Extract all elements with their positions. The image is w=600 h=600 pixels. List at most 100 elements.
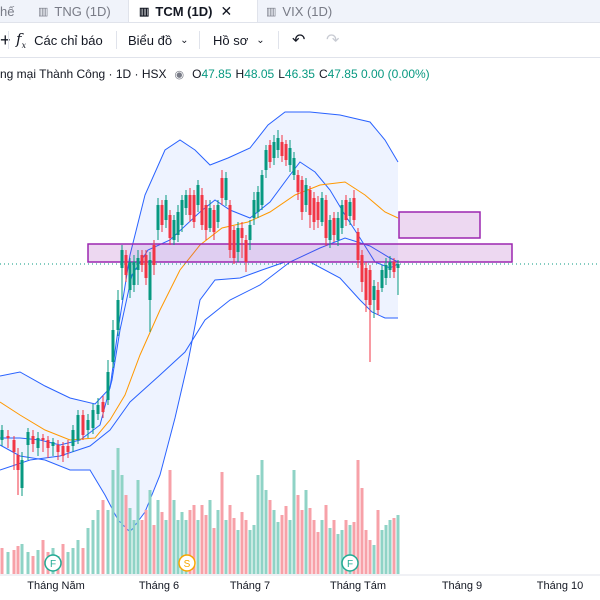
candle-body xyxy=(356,232,360,260)
candle-body xyxy=(81,415,85,435)
close-value: 47.85 0.00 (0.00%) xyxy=(327,67,430,81)
chart-type-label: Biểu đồ xyxy=(128,32,173,48)
time-axis-label: Tháng 6 xyxy=(138,580,180,592)
volume-bar xyxy=(220,472,224,574)
tab-tng[interactable]: ▥ TNG (1D) xyxy=(30,0,138,22)
indicators-label: Các chỉ báo xyxy=(34,32,103,48)
volume-bar xyxy=(20,544,24,574)
divider xyxy=(8,31,9,49)
redo-button[interactable]: ↷ xyxy=(326,23,339,57)
candle-body xyxy=(0,430,4,440)
volume-bar xyxy=(364,530,368,574)
candle-body xyxy=(244,240,248,262)
tab-partial[interactable]: hế xyxy=(0,0,22,22)
function-icon: fx xyxy=(16,30,27,50)
tab-label: VIX (1D) xyxy=(282,3,333,19)
volume-bar xyxy=(76,540,80,574)
candle-body xyxy=(91,410,95,428)
divider xyxy=(278,31,279,49)
volume-bar xyxy=(304,490,308,574)
bollinger-upper-line xyxy=(0,111,399,405)
candle-body xyxy=(320,198,324,222)
candle-body xyxy=(288,148,292,165)
tab-label: hế xyxy=(0,3,15,19)
candle-body xyxy=(328,220,332,240)
candle-body xyxy=(296,175,300,192)
candle-body xyxy=(128,262,132,290)
chart-type-button[interactable]: Biểu đồ ⌄ xyxy=(128,23,188,57)
volume-bar xyxy=(396,515,400,574)
tab-label: TCM (1D) xyxy=(155,3,213,19)
close-icon[interactable]: ✕ xyxy=(220,2,233,19)
volume-bar xyxy=(388,520,392,574)
volume-bar xyxy=(96,510,100,574)
top-toolbar: + fx Các chỉ báo Biểu đồ ⌄ Hồ sơ ⌄ ↶ ↷ xyxy=(0,23,600,58)
candle-body xyxy=(332,218,336,235)
volume-bar xyxy=(320,520,324,574)
volume-bar xyxy=(352,522,356,574)
undo-button[interactable]: ↶ xyxy=(292,23,305,57)
tab-vix[interactable]: ▥ VIX (1D) xyxy=(258,0,356,22)
divider xyxy=(116,31,117,49)
volume-bar xyxy=(91,520,95,574)
candle-body xyxy=(260,175,264,205)
volume-bar xyxy=(272,510,276,574)
candle-body xyxy=(236,228,240,252)
volume-bar xyxy=(232,518,236,574)
volume-bar xyxy=(61,544,65,574)
candle-body xyxy=(46,440,50,448)
event-marker-letter: S xyxy=(184,559,191,570)
candle-body xyxy=(376,290,380,310)
add-symbol-button[interactable]: + xyxy=(0,29,11,50)
candle-body xyxy=(396,264,400,268)
candle-body xyxy=(132,262,136,285)
tab-tcm[interactable]: ▥ TCM (1D) ✕ xyxy=(128,0,258,22)
candle-body xyxy=(168,215,172,238)
volume-bar xyxy=(132,520,136,574)
candle-body xyxy=(200,195,204,225)
time-axis-label: Tháng 7 xyxy=(229,580,271,592)
volume-bar xyxy=(156,500,160,574)
volume-bar xyxy=(212,528,216,574)
candle-body xyxy=(152,245,156,265)
candle-body xyxy=(216,205,220,222)
volume-bar xyxy=(101,500,105,574)
candle-body xyxy=(196,185,200,205)
event-marker-letter: F xyxy=(50,559,56,570)
candle-body xyxy=(228,205,232,250)
candle-body xyxy=(51,442,55,446)
candle-body xyxy=(66,446,70,452)
open-key: O xyxy=(192,67,202,81)
candle-body xyxy=(156,205,160,230)
volume-bar xyxy=(224,520,228,574)
volume-bar xyxy=(148,490,152,574)
volume-bar xyxy=(276,522,280,574)
volume-bar xyxy=(324,505,328,574)
candle-body xyxy=(280,142,284,156)
volume-bar xyxy=(81,548,85,574)
eye-icon[interactable]: ◉ xyxy=(174,68,185,81)
candle-body xyxy=(136,258,140,270)
indicators-button[interactable]: fx Các chỉ báo xyxy=(16,23,103,57)
candle-body xyxy=(208,208,212,228)
candle-body xyxy=(256,192,260,212)
candle-body xyxy=(300,180,304,212)
volume-bar xyxy=(392,518,396,574)
candle-body xyxy=(364,268,368,300)
volume-bar xyxy=(184,520,188,574)
volume-bar xyxy=(252,525,256,574)
volume-bar xyxy=(248,530,252,574)
candle-body xyxy=(71,430,75,446)
support-zone-rect xyxy=(87,243,513,263)
volume-bar xyxy=(41,540,45,574)
candle-body xyxy=(276,138,280,150)
volume-bar xyxy=(372,545,376,574)
volume-bar xyxy=(31,556,35,574)
close-key: C xyxy=(318,67,328,81)
templates-button[interactable]: Hồ sơ ⌄ xyxy=(213,23,265,57)
time-axis-label: Tháng 9 xyxy=(441,580,483,592)
candle-body xyxy=(41,438,45,440)
candles-icon: ▥ xyxy=(266,5,277,18)
